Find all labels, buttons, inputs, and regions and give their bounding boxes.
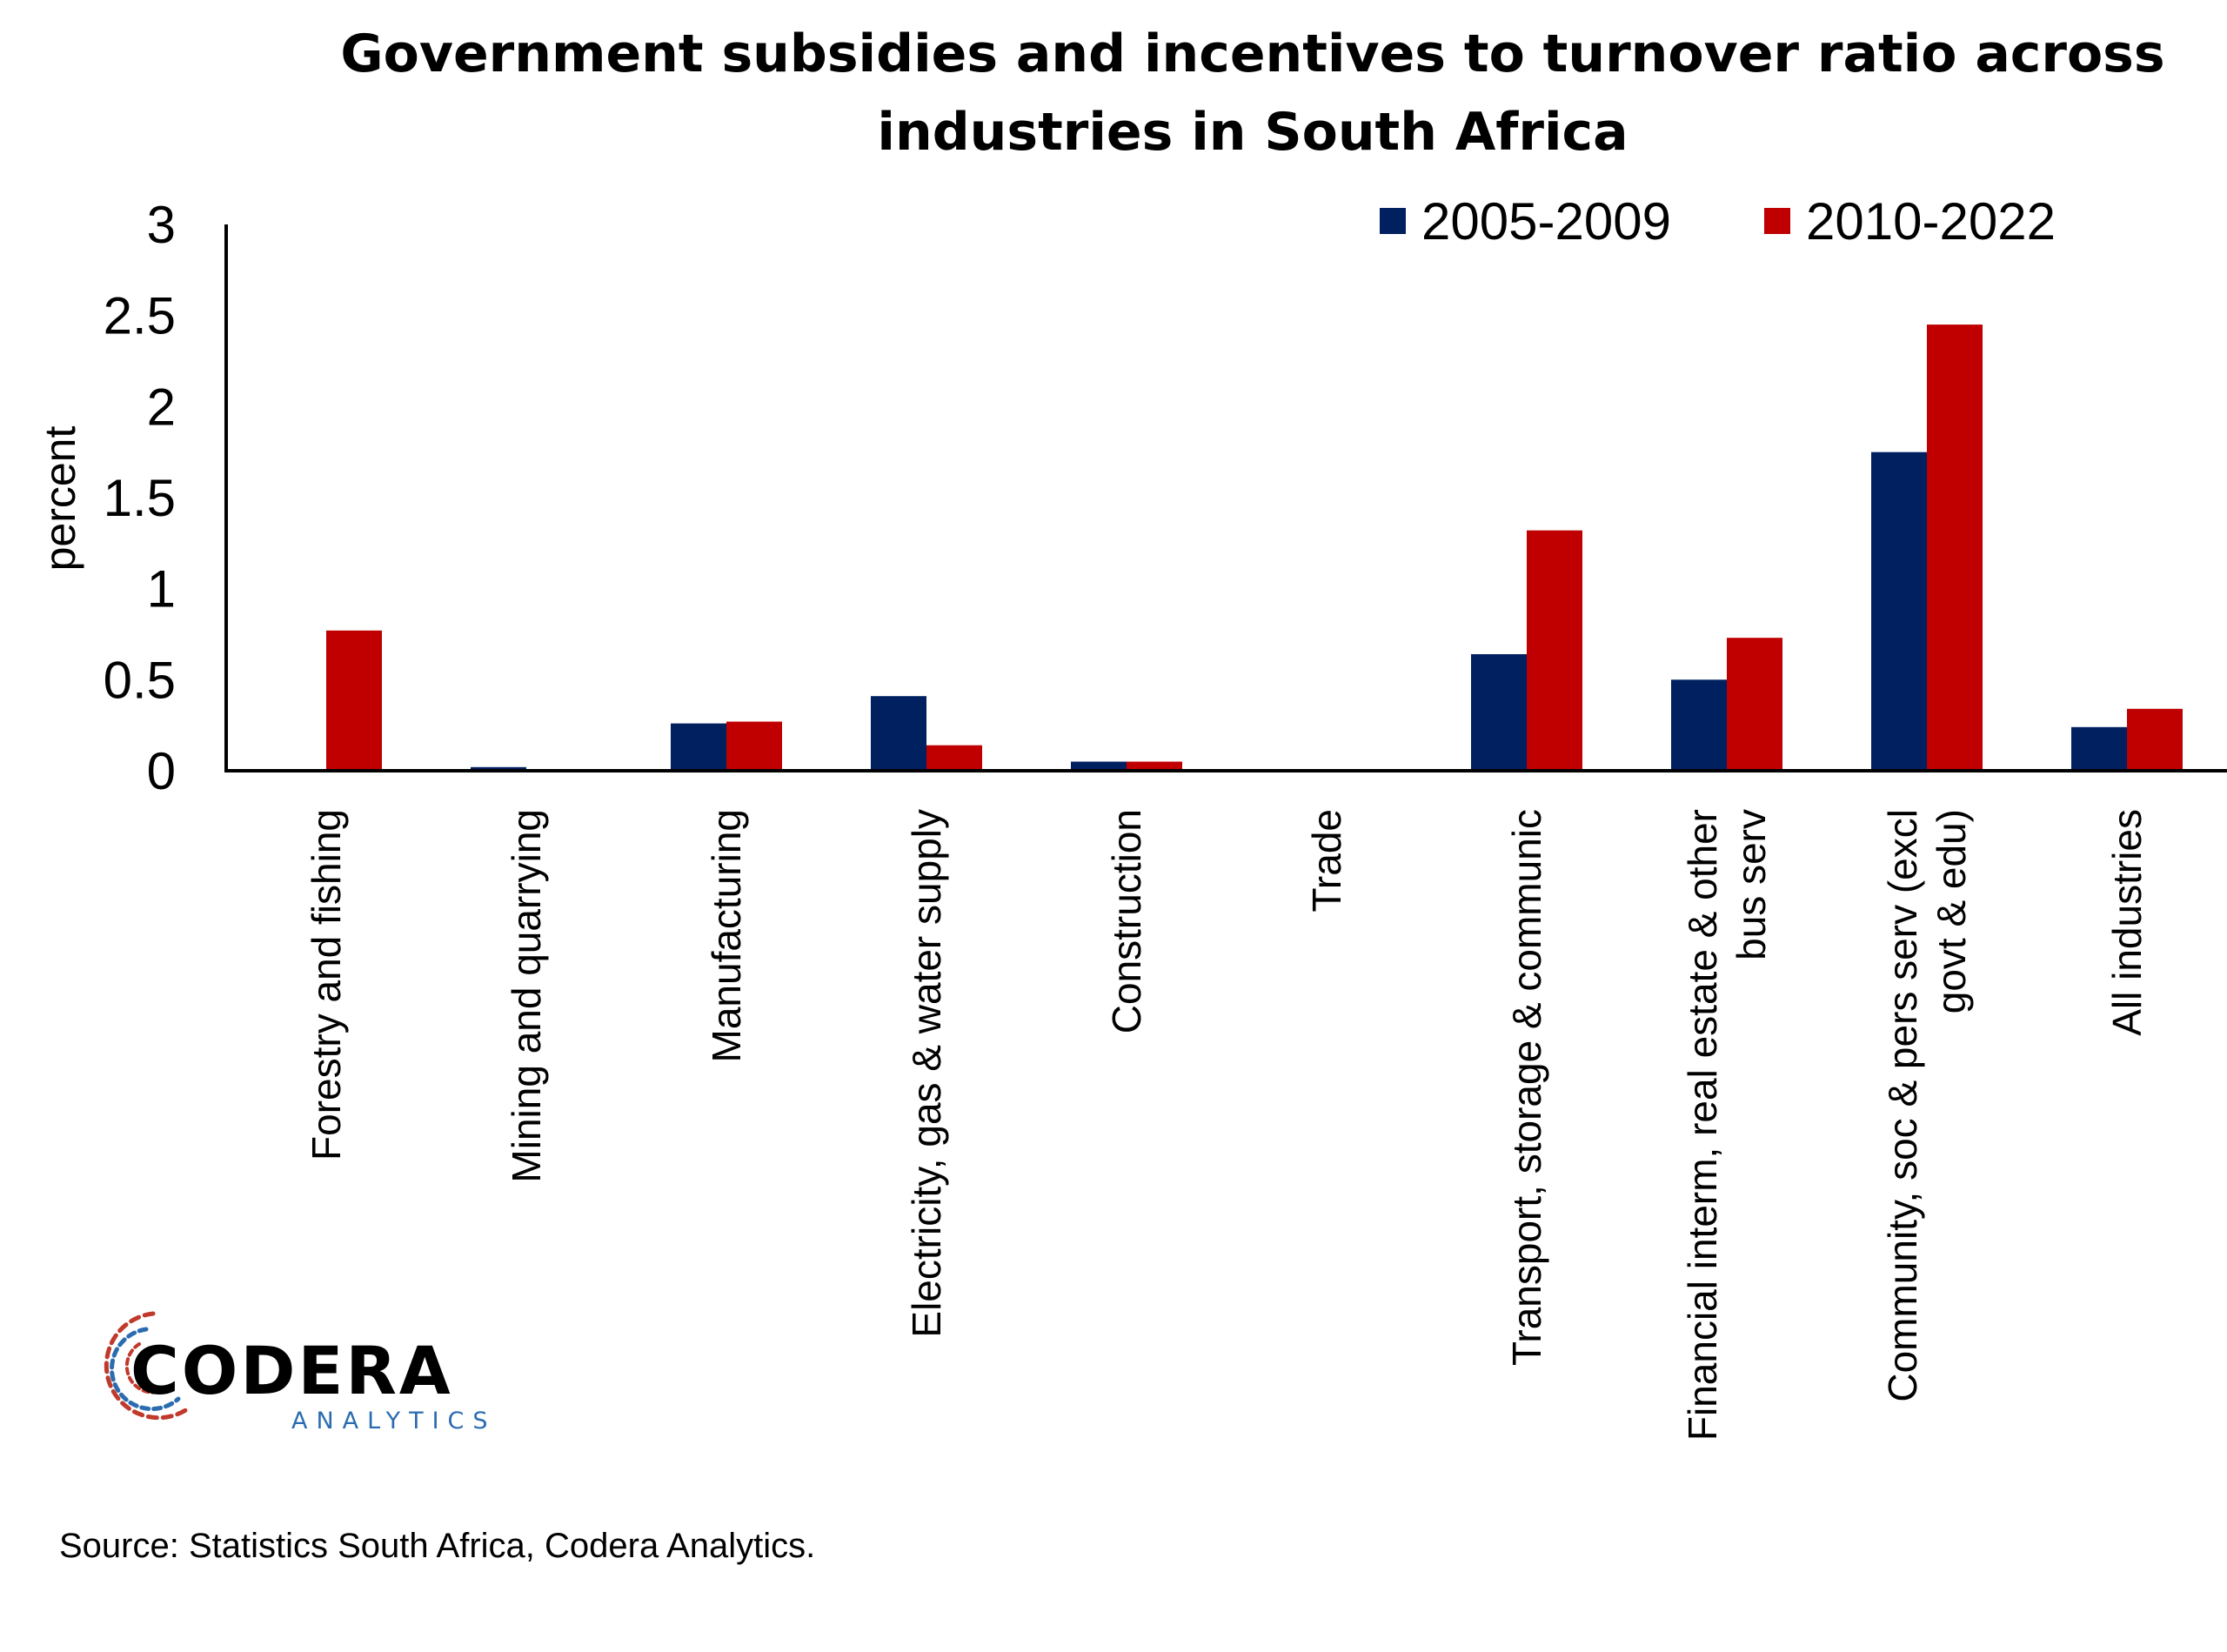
chart-title-line-1: Government subsidies and incentives to t… [340,23,2164,84]
bar-2005-2009-2 [671,723,726,771]
x-category-labels: Forestry and fishing Mining and quarrying… [304,809,2150,1441]
legend-swatch-2005-2009 [1380,208,1406,234]
codera-logo-word: CODERA [130,1332,453,1409]
x-category-label: All industries [2104,809,2150,1036]
x-category-label: Construction [1104,809,1149,1033]
y-tick-label: 1.5 [104,469,176,527]
codera-logo-mark [104,1311,190,1421]
bar-2005-2009-3 [871,696,926,771]
x-category-label: Trade [1304,809,1349,912]
bar-2010-2022-6 [1527,530,1582,771]
y-tick-label: 2 [147,378,176,436]
legend-label-2005-2009: 2005-2009 [1421,192,1671,251]
x-category-label: Transport, storage & communic [1504,809,1549,1366]
x-category-label: Electricity, gas & water supply [904,809,949,1338]
x-category-label: Community, soc & pers serv (excl [1880,809,1925,1402]
source-note: Source: Statistics South Africa, Codera … [59,1527,815,1565]
y-tick-label: 0.5 [104,651,176,709]
bar-2005-2009-7 [1671,679,1727,771]
bar-2010-2022-3 [926,745,982,771]
y-axis-title: percent [36,426,84,572]
y-tick-label: 1 [147,560,176,619]
bar-2005-2009-6 [1471,654,1527,771]
x-category-label: Mining and quarrying [504,809,549,1183]
bar-2010-2022-8 [1927,324,1983,772]
y-tick-labels: 0 0.5 1 1.5 2 2.5 3 [104,196,176,800]
x-category-label: bus serv [1729,809,1774,960]
codera-logo-sub: ANALYTICS [291,1408,497,1435]
bar-2010-2022-2 [726,721,782,771]
chart-title-line-2: industries in South Africa [877,102,1628,163]
codera-logo: CODERA ANALYTICS [104,1311,497,1435]
bar-2010-2022-0 [326,630,382,771]
x-category-label: Forestry and fishing [304,809,349,1160]
x-category-label: Manufacturing [704,809,749,1063]
bar-2005-2009-9 [2071,726,2127,771]
x-category-label: govt & edu) [1929,809,1974,1013]
bar-2010-2022-7 [1727,638,1782,771]
legend-label-2010-2022: 2010-2022 [1806,192,2056,251]
bar-2005-2009-1 [471,766,526,771]
bar-2010-2022-9 [2127,708,2183,771]
x-category-label: Financial interm, real estate & other [1680,809,1725,1441]
y-tick-label: 2.5 [104,287,176,345]
legend: 2005-2009 2010-2022 [1380,192,2056,251]
legend-swatch-2010-2022 [1764,208,1790,234]
bar-series [326,324,2183,772]
y-tick-label: 3 [147,196,176,254]
bar-2005-2009-8 [1871,451,1927,771]
bar-2005-2009-4 [1071,761,1127,771]
bar-2010-2022-4 [1127,761,1182,771]
chart-title: Government subsidies and incentives to t… [340,23,2164,163]
y-tick-label: 0 [147,742,176,800]
